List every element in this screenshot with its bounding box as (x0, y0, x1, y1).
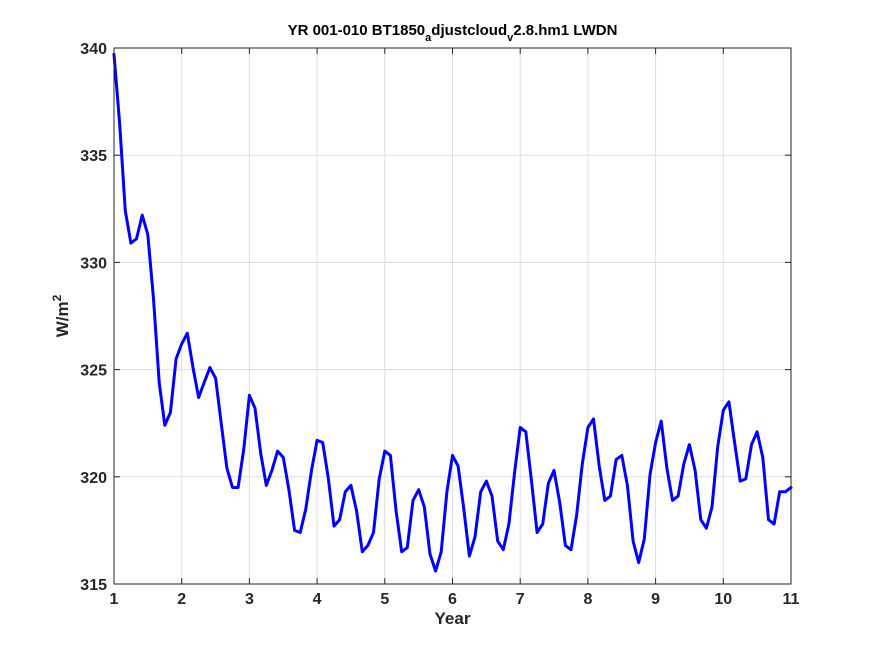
x-tick-label: 8 (583, 591, 592, 608)
series-layer (112, 52, 793, 573)
title-subscript: a (425, 32, 432, 44)
y-label-base: W/m (53, 301, 72, 337)
title-part: YR 001-010 BT1850 (288, 22, 426, 39)
x-tick-label: 9 (651, 591, 660, 608)
axis-ticks: 1 2 3 4 5 6 7 8 9 10 11 315 320 325 330 335 340 (80, 41, 799, 608)
title-part: djustcloud (431, 22, 507, 39)
series-line (112, 52, 793, 573)
x-tick-label: 10 (714, 591, 732, 608)
x-tick-label: 1 (110, 591, 119, 608)
y-label-superscript: 2 (50, 294, 64, 301)
y-tick-label: 340 (80, 41, 107, 58)
x-tick-label: 3 (245, 591, 254, 608)
x-axis-label: Year (435, 609, 471, 628)
chart-title: YR 001-010 BT1850adjustcloudv2.8.hm1 LWD… (288, 22, 618, 44)
y-tick-label: 335 (80, 148, 107, 165)
x-tick-label: 2 (177, 591, 186, 608)
x-tick-label: 11 (783, 591, 800, 608)
title-subscript: v (507, 32, 514, 44)
x-tick-label: 5 (380, 591, 389, 608)
x-tick-label: 4 (313, 591, 322, 608)
y-tick-label: 320 (80, 470, 107, 487)
x-tick-label: 7 (516, 591, 525, 608)
y-axis-label: W/m2 (50, 294, 72, 337)
x-tick-label: 6 (448, 591, 457, 608)
y-tick-label: 330 (80, 255, 107, 272)
title-part: 2.8.hm1 LWDN (513, 22, 617, 39)
y-tick-label: 315 (80, 577, 107, 594)
y-tick-label: 325 (80, 363, 107, 380)
